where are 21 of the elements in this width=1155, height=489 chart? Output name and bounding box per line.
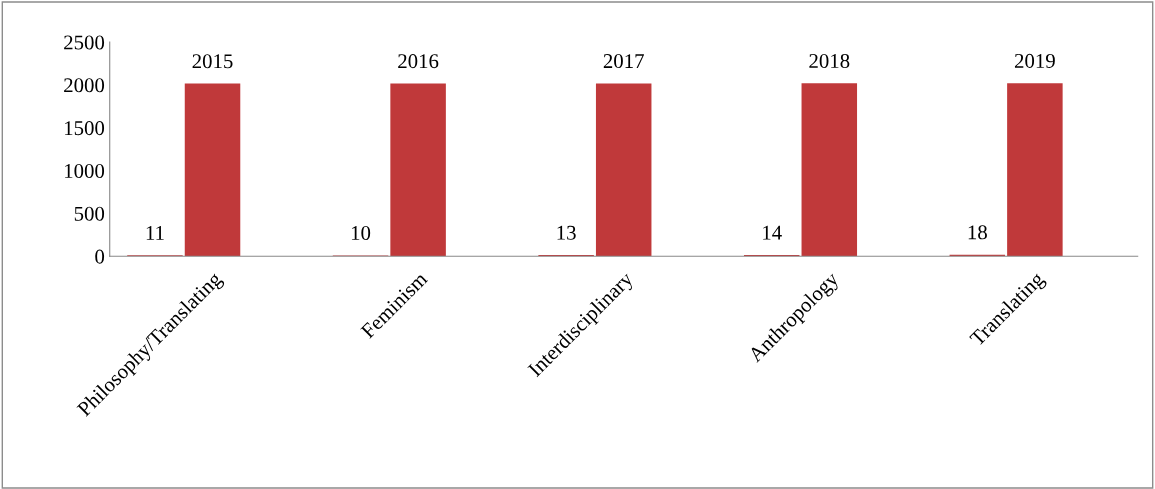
data-label: 2018: [809, 53, 850, 69]
bar: [801, 83, 858, 257]
data-label: 2016: [398, 54, 439, 69]
bar: [595, 83, 652, 257]
data-label: 10: [351, 225, 371, 241]
bar: [1007, 83, 1063, 257]
data-label: 2019: [1014, 53, 1055, 68]
bar: [390, 83, 446, 257]
data-label: 2015: [192, 54, 233, 69]
data-label: 11: [146, 225, 164, 240]
y-tick-label: 1500: [65, 121, 105, 136]
y-tick-label: 0: [95, 249, 105, 264]
y-tick-label: 1000: [65, 163, 105, 178]
data-label: 14: [763, 225, 782, 240]
y-tick-label: 2000: [64, 78, 105, 93]
data-label: 18: [968, 225, 987, 240]
bar: [184, 83, 241, 257]
data-label: 2017: [603, 54, 644, 69]
y-tick-label: 2500: [64, 35, 105, 50]
data-label: 13: [557, 225, 576, 240]
y-tick-label: 500: [74, 206, 105, 221]
